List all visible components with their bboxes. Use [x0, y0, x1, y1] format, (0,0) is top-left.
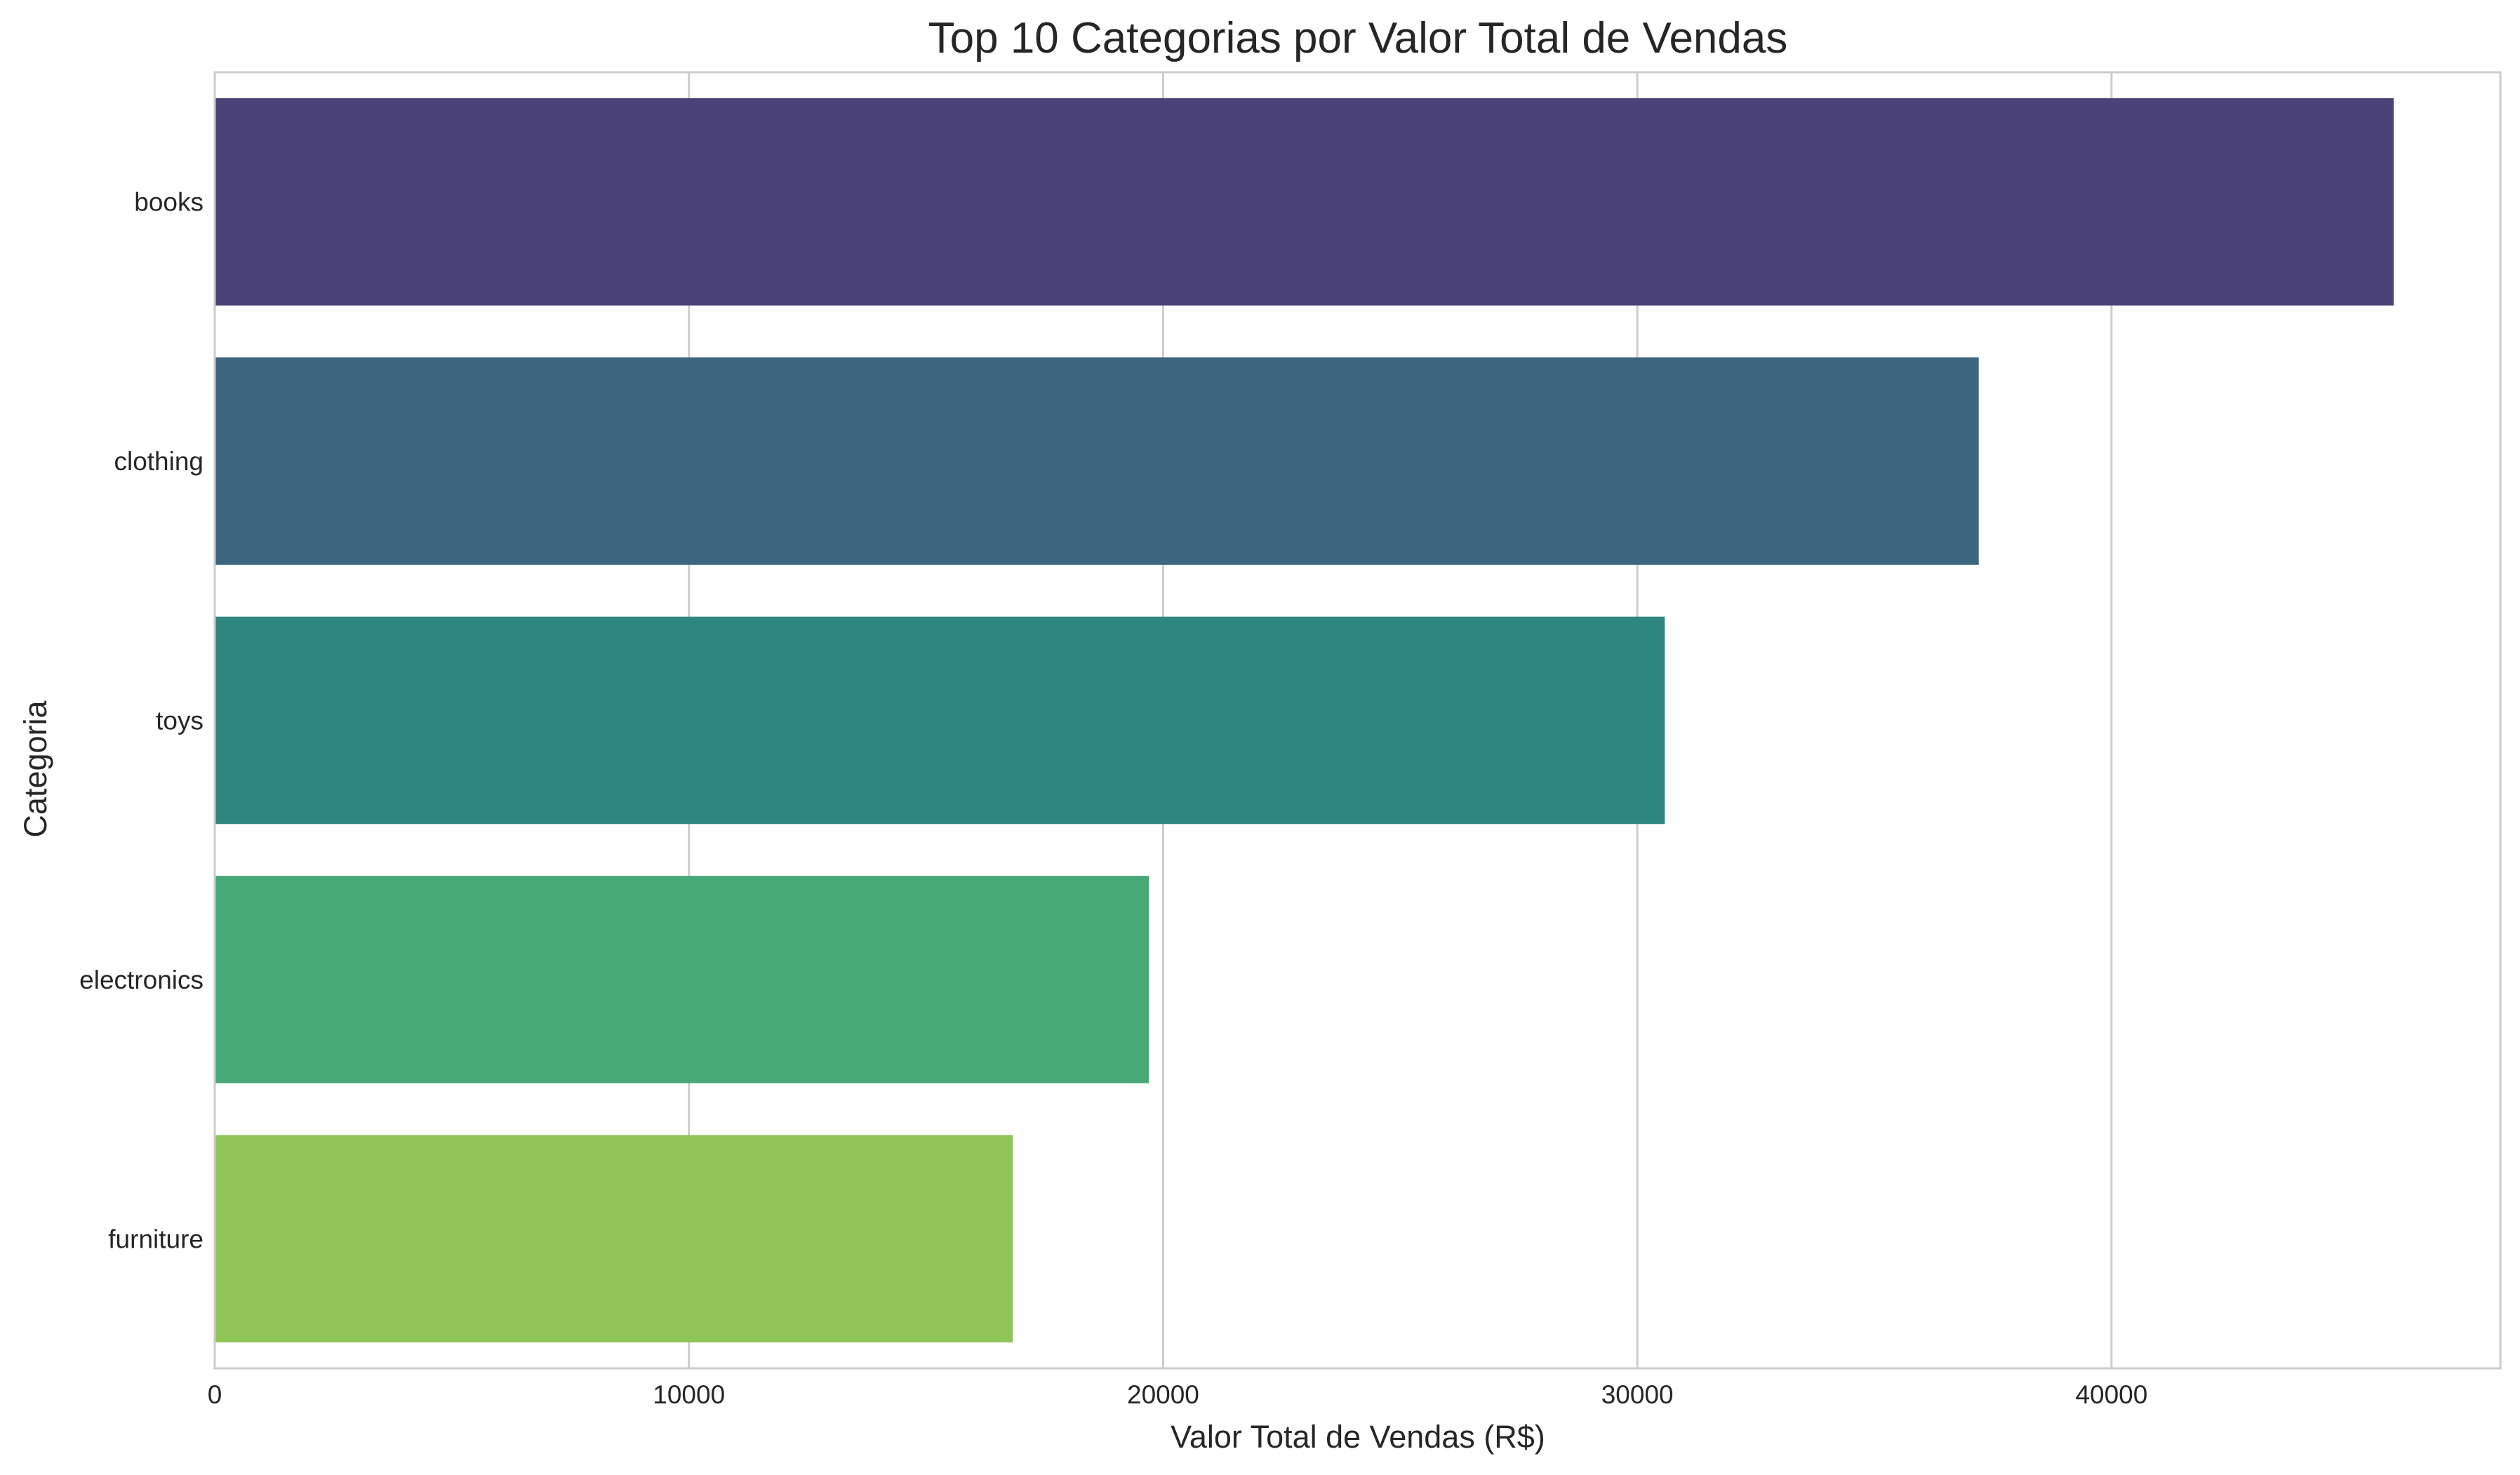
x-tick-label: 40000 — [2075, 1380, 2147, 1409]
y-tick-label-toys: toys — [156, 707, 204, 735]
chart-title: Top 10 Categorias por Valor Total de Ven… — [928, 14, 1788, 62]
y-tick-label-furniture: furniture — [108, 1224, 204, 1253]
x-tick-label: 20000 — [1127, 1380, 1199, 1409]
y-tick-label-clothing: clothing — [114, 447, 204, 476]
bars-group — [215, 98, 2394, 1343]
bar-books — [215, 98, 2394, 306]
y-tick-label-electronics: electronics — [79, 966, 204, 994]
x-axis-label: Valor Total de Vendas (R$) — [1171, 1419, 1545, 1455]
bar-furniture — [215, 1135, 1013, 1343]
y-axis-label: Categoria — [18, 700, 53, 837]
y-tick-labels: books clothing toys electronics furniture — [79, 188, 204, 1254]
y-tick-label-books: books — [134, 188, 204, 217]
x-tick-label: 30000 — [1601, 1380, 1674, 1409]
bar-clothing — [215, 357, 1979, 565]
plot-frame — [213, 71, 2502, 1370]
x-tick-label: 10000 — [653, 1380, 725, 1409]
bar-electronics — [215, 876, 1149, 1083]
x-tick-label: 0 — [208, 1380, 222, 1409]
bar-toys — [215, 616, 1665, 825]
x-tick-labels: 0 10000 20000 30000 40000 — [208, 1380, 2148, 1409]
